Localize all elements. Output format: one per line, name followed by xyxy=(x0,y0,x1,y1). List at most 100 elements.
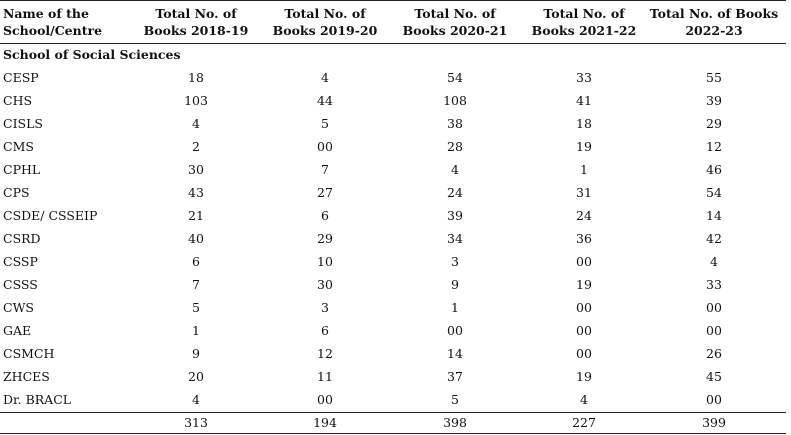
row-name: CHS xyxy=(3,93,33,108)
row-name: CWS xyxy=(3,300,34,315)
total-2020-21: 398 xyxy=(443,415,467,430)
row-value: 14 xyxy=(447,346,463,361)
row-value: 37 xyxy=(447,369,463,384)
table-row: GAE 1 6 00 00 00 xyxy=(0,320,786,343)
row-value: 6 xyxy=(321,323,329,338)
section-title: School of Social Sciences xyxy=(3,47,181,62)
row-value: 7 xyxy=(321,162,329,177)
row-name: GAE xyxy=(3,323,32,338)
row-value: 18 xyxy=(576,116,592,131)
row-name: ZHCES xyxy=(3,369,50,384)
table-row: CHS 103 44 108 41 39 xyxy=(0,90,786,113)
header-col-line1: Total No. of xyxy=(543,6,625,21)
row-value: 00 xyxy=(706,300,722,315)
table-row: CSRD 40 29 34 36 42 xyxy=(0,228,786,251)
header-col-line1: Total No. of xyxy=(155,6,237,21)
row-value: 26 xyxy=(706,346,722,361)
table-row: CSMCH 9 12 14 00 26 xyxy=(0,343,786,366)
row-value: 45 xyxy=(706,369,722,384)
row-name: CSDE/ CSSEIP xyxy=(3,208,98,223)
row-value: 3 xyxy=(451,254,459,269)
row-name: CESP xyxy=(3,70,39,85)
row-value: 38 xyxy=(447,116,463,131)
table-top-rule xyxy=(0,0,786,1)
row-value: 2 xyxy=(192,139,200,154)
row-value: 00 xyxy=(317,139,333,154)
table-row: CESP 18 4 54 33 55 xyxy=(0,67,786,90)
row-value: 33 xyxy=(576,70,592,85)
row-value: 00 xyxy=(576,323,592,338)
table-row: CMS 2 00 28 19 12 xyxy=(0,136,786,159)
row-value: 19 xyxy=(576,139,592,154)
row-value: 30 xyxy=(188,162,204,177)
row-value: 4 xyxy=(710,254,718,269)
row-value: 00 xyxy=(576,346,592,361)
total-2018-19: 313 xyxy=(184,415,208,430)
table-row: CSSP 6 10 3 00 4 xyxy=(0,251,786,274)
row-value: 5 xyxy=(321,116,329,131)
row-value: 4 xyxy=(580,392,588,407)
row-value: 24 xyxy=(447,185,463,200)
header-col-2018-19: Total No. of Books 2018-19 xyxy=(144,5,249,39)
total-2019-20: 194 xyxy=(313,415,337,430)
row-value: 4 xyxy=(192,116,200,131)
row-name: CSRD xyxy=(3,231,41,246)
row-value: 20 xyxy=(188,369,204,384)
table-row: CSSS 7 30 9 19 33 xyxy=(0,274,786,297)
table-row: CPHL 30 7 4 1 46 xyxy=(0,159,786,182)
header-col-2020-21: Total No. of Books 2020-21 xyxy=(403,5,508,39)
header-name-line1: Name of the xyxy=(3,6,89,21)
row-value: 10 xyxy=(317,254,333,269)
row-name: CPHL xyxy=(3,162,41,177)
row-value: 12 xyxy=(706,139,722,154)
header-name-col: Name of the School/Centre xyxy=(3,5,102,39)
row-value: 36 xyxy=(576,231,592,246)
table-bottom-rule xyxy=(0,433,786,434)
row-value: 12 xyxy=(317,346,333,361)
total-2021-22: 227 xyxy=(572,415,596,430)
row-value: 1 xyxy=(192,323,200,338)
row-name: CSSS xyxy=(3,277,38,292)
row-value: 9 xyxy=(192,346,200,361)
row-value: 108 xyxy=(443,93,467,108)
header-col-line2: Books 2020-21 xyxy=(402,23,508,38)
row-value: 29 xyxy=(317,231,333,246)
header-col-line1: Total No. of Books xyxy=(649,6,779,21)
row-value: 39 xyxy=(447,208,463,223)
row-value: 33 xyxy=(706,277,722,292)
row-value: 00 xyxy=(706,323,722,338)
row-value: 1 xyxy=(580,162,588,177)
row-name: CSSP xyxy=(3,254,38,269)
row-value: 6 xyxy=(321,208,329,223)
table-row: CSDE/ CSSEIP 21 6 39 24 14 xyxy=(0,205,786,228)
table-row: CWS 5 3 1 00 00 xyxy=(0,297,786,320)
header-col-line1: Total No. of xyxy=(414,6,496,21)
row-value: 5 xyxy=(192,300,200,315)
row-name: Dr. BRACL xyxy=(3,392,72,407)
row-value: 21 xyxy=(188,208,204,223)
row-value: 31 xyxy=(576,185,592,200)
row-value: 4 xyxy=(451,162,459,177)
row-value: 40 xyxy=(188,231,204,246)
row-value: 11 xyxy=(317,369,333,384)
row-value: 30 xyxy=(317,277,333,292)
row-value: 29 xyxy=(706,116,722,131)
row-value: 39 xyxy=(706,93,722,108)
row-value: 46 xyxy=(706,162,722,177)
header-col-line2: Books 2018-19 xyxy=(143,23,249,38)
row-value: 43 xyxy=(188,185,204,200)
total-2022-23: 399 xyxy=(702,415,726,430)
row-value: 19 xyxy=(576,277,592,292)
table-row: ZHCES 20 11 37 19 45 xyxy=(0,366,786,389)
totals-rule xyxy=(0,412,786,413)
row-value: 4 xyxy=(192,392,200,407)
row-value: 28 xyxy=(447,139,463,154)
row-value: 00 xyxy=(317,392,333,407)
row-value: 6 xyxy=(192,254,200,269)
row-name: CMS xyxy=(3,139,34,154)
row-value: 54 xyxy=(706,185,722,200)
row-value: 7 xyxy=(192,277,200,292)
row-value: 44 xyxy=(317,93,333,108)
row-value: 00 xyxy=(706,392,722,407)
row-name: CSMCH xyxy=(3,346,55,361)
